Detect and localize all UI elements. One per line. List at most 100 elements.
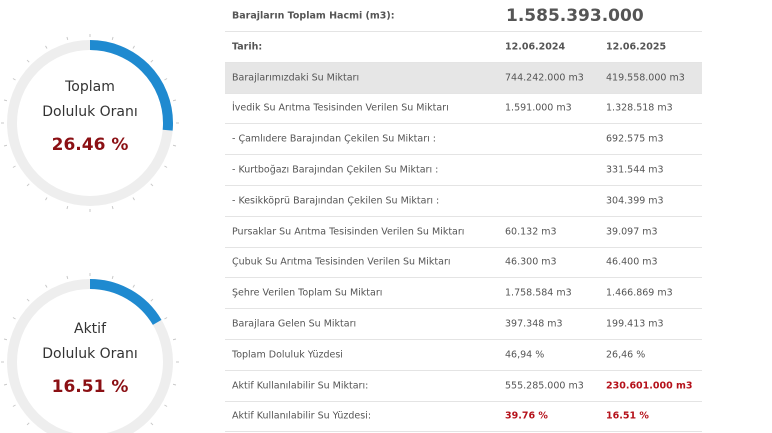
- dam-statistics-table: Barajların Toplam Hacmi (m3): 1.585.393.…: [225, 0, 702, 433]
- active-gauge-label-line2: Doluluk Oranı: [42, 346, 138, 362]
- date-column-1: 12.06.2024: [505, 41, 566, 53]
- table-row: Aktif Kullanılabilir Su Miktarı: 555.285…: [225, 371, 702, 402]
- row-value-2025: 46.400 m3: [606, 256, 658, 268]
- gauge-tick: [164, 404, 168, 407]
- total-volume-value: 1.585.393.000: [506, 5, 644, 26]
- gauge-tick: [3, 144, 8, 147]
- gauge-tick: [132, 197, 135, 201]
- table-row: - Kesikköprü Barajından Çekilen Su Mikta…: [225, 186, 702, 217]
- gauge-tick: [66, 205, 69, 210]
- row-value-2025: 692.575 m3: [606, 133, 664, 145]
- table-row: Aktif Kullanılabilir Su Yüzdesi: 39.76 %…: [225, 402, 702, 433]
- date-label: Tarih:: [232, 41, 263, 53]
- gauge-tick: [111, 36, 114, 41]
- gauge-tick: [164, 165, 168, 168]
- row-label: - Kesikköprü Barajından Çekilen Su Mikta…: [232, 195, 440, 207]
- gauge-tick: [150, 422, 154, 426]
- total-gauge-ring: [1, 34, 179, 212]
- gauge-tick: [66, 36, 69, 41]
- row-value-2024: 46,94 %: [505, 349, 545, 361]
- row-value-2024: 744.242.000 m3: [505, 72, 584, 84]
- gauge-tick: [26, 298, 30, 302]
- row-value-2024: 39.76 %: [505, 410, 548, 422]
- row-value-2024: 397.348 m3: [505, 318, 563, 330]
- gauge-tick: [164, 317, 168, 320]
- gauge-fill-arc: [7, 279, 173, 433]
- gauge-tick: [26, 183, 30, 187]
- table-row: Barajlarımızdaki Su Miktarı 744.242.000 …: [225, 62, 702, 94]
- active-gauge-label-line1: Aktif: [74, 321, 106, 337]
- active-gauge-ring: [1, 273, 179, 433]
- active-gauge-value: 16.51 %: [51, 377, 129, 397]
- active-fill-gauge: Aktif Doluluk Oranı 16.51 %: [0, 272, 180, 433]
- gauge-tick: [66, 275, 69, 280]
- date-header-row: Tarih: 12.06.2024 12.06.2025: [225, 32, 702, 63]
- gauge-tick: [12, 404, 16, 407]
- gauge-tick: [150, 183, 154, 187]
- row-label: Barajlarımızdaki Su Miktarı: [232, 72, 360, 84]
- row-value-2025: 331.544 m3: [606, 164, 664, 176]
- row-value-2024: 46.300 m3: [505, 256, 557, 268]
- gauge-tick: [172, 338, 177, 341]
- table-row: İvedik Su Arıtma Tesisinden Verilen Su M…: [225, 94, 702, 125]
- row-value-2025: 26,46 %: [606, 349, 646, 361]
- gauge-tick: [132, 284, 135, 288]
- row-label: - Çamlıdere Barajından Çekilen Su Miktar…: [232, 133, 436, 145]
- gauge-tick: [172, 144, 177, 147]
- gauge-tick: [111, 275, 114, 280]
- gauge-tick: [3, 338, 8, 341]
- table-row: Şehre Verilen Toplam Su Miktarı 1.758.58…: [225, 278, 702, 310]
- table-row: Barajlara Gelen Su Miktarı 397.348 m3 19…: [225, 309, 702, 340]
- row-label: Aktif Kullanılabilir Su Yüzdesi:: [232, 410, 372, 422]
- row-value-2025: 39.097 m3: [606, 226, 658, 238]
- gauge-tick: [45, 197, 48, 201]
- gauge-tick: [12, 317, 16, 320]
- row-value-2024: 1.591.000 m3: [505, 102, 572, 114]
- row-value-2025: 230.601.000 m3: [606, 380, 693, 392]
- row-value-2025: 16.51 %: [606, 410, 649, 422]
- gauge-tick: [150, 59, 154, 63]
- row-value-2025: 1.328.518 m3: [606, 102, 673, 114]
- gauge-tick: [12, 165, 16, 168]
- row-label: Toplam Doluluk Yüzdesi: [232, 349, 343, 361]
- row-label: Barajlara Gelen Su Miktarı: [232, 318, 357, 330]
- gauge-tick: [45, 45, 48, 49]
- total-volume-row: Barajların Toplam Hacmi (m3): 1.585.393.…: [225, 0, 702, 32]
- row-value-2024: 60.132 m3: [505, 226, 557, 238]
- total-gauge-label-line1: Toplam: [65, 79, 115, 95]
- row-label: Şehre Verilen Toplam Su Miktarı: [232, 287, 383, 299]
- gauge-tick: [45, 284, 48, 288]
- gauge-tick: [111, 205, 114, 210]
- row-value-2025: 304.399 m3: [606, 195, 664, 207]
- total-gauge-label-line2: Doluluk Oranı: [42, 104, 138, 120]
- gauge-tick: [26, 59, 30, 63]
- gauge-tick: [172, 99, 177, 102]
- gauge-tick: [164, 78, 168, 81]
- gauge-tick: [150, 298, 154, 302]
- row-value-2024: 555.285.000 m3: [505, 380, 584, 392]
- total-gauge-value: 26.46 %: [51, 135, 129, 155]
- row-value-2024: 1.758.584 m3: [505, 287, 572, 299]
- row-label: Aktif Kullanılabilir Su Miktarı:: [232, 380, 369, 392]
- table-row: - Kurtboğazı Barajından Çekilen Su Mikta…: [225, 155, 702, 186]
- gauge-tick: [12, 78, 16, 81]
- table-row: Çubuk Su Arıtma Tesisinden Verilen Su Mi…: [225, 248, 702, 279]
- row-label: İvedik Su Arıtma Tesisinden Verilen Su M…: [232, 102, 449, 114]
- gauge-tick: [3, 383, 8, 386]
- row-value-2025: 419.558.000 m3: [606, 72, 685, 84]
- row-value-2025: 199.413 m3: [606, 318, 664, 330]
- gauge-tick: [132, 45, 135, 49]
- date-column-2: 12.06.2025: [606, 41, 667, 53]
- gauge-tick: [172, 383, 177, 386]
- table-row: - Çamlıdere Barajından Çekilen Su Miktar…: [225, 124, 702, 156]
- total-volume-label: Barajların Toplam Hacmi (m3):: [232, 10, 395, 21]
- row-value-2025: 1.466.869 m3: [606, 287, 673, 299]
- row-label: Çubuk Su Arıtma Tesisinden Verilen Su Mi…: [232, 256, 451, 268]
- row-label: Pursaklar Su Arıtma Tesisinden Verilen S…: [232, 226, 465, 238]
- gauge-tick: [3, 99, 8, 102]
- gauge-tick: [26, 422, 30, 426]
- table-row: Toplam Doluluk Yüzdesi 46,94 % 26,46 %: [225, 340, 702, 371]
- row-label: - Kurtboğazı Barajından Çekilen Su Mikta…: [232, 164, 439, 176]
- gauge-fill-arc: [7, 40, 173, 206]
- total-fill-gauge: Toplam Doluluk Oranı 26.46 %: [0, 33, 180, 213]
